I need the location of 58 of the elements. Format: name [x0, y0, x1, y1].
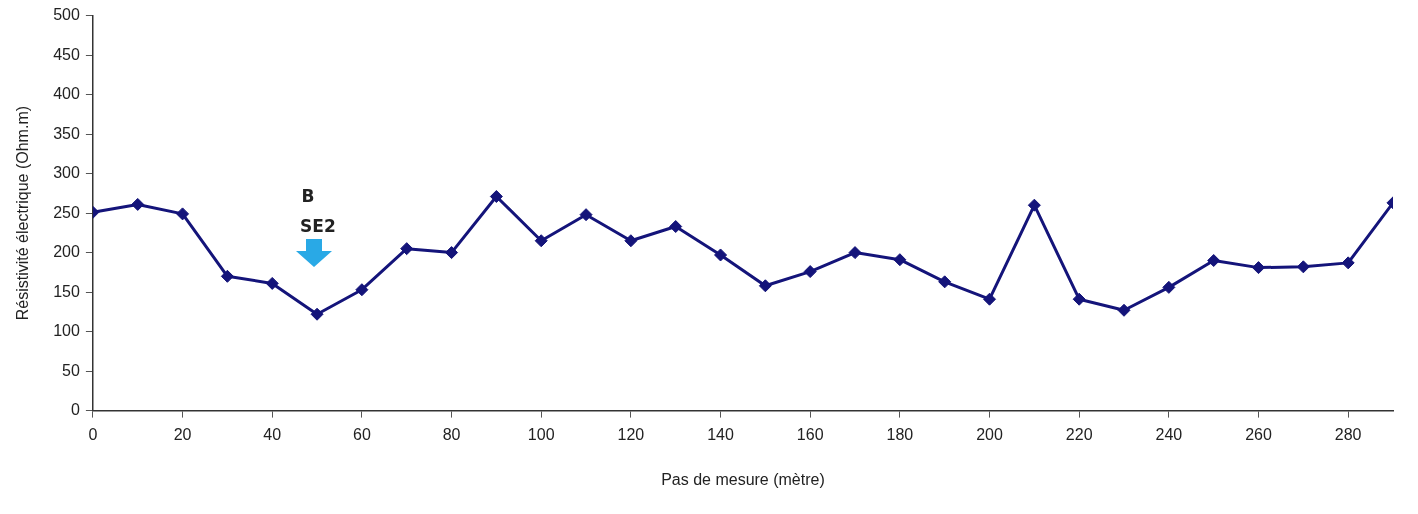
point: [445, 246, 459, 260]
point: [1252, 261, 1266, 275]
point: [848, 246, 862, 260]
point: [1207, 254, 1221, 267]
y-tick-label: 0: [70, 401, 80, 419]
annotation: SE2: [300, 215, 336, 236]
point: [714, 248, 728, 262]
y-tick-label: 50: [62, 361, 80, 379]
annotation: B: [301, 185, 315, 206]
point: [1027, 198, 1041, 212]
x-tick-label: 200: [976, 425, 1003, 443]
x-tick-label: 280: [1334, 425, 1362, 443]
x-tick-label: 160: [796, 425, 824, 443]
point: [938, 275, 952, 289]
point: [265, 276, 279, 290]
y-tick-label: 250: [53, 203, 80, 221]
point: [624, 234, 638, 248]
y-axis-title: Résistivité électrique (Ohm.m): [14, 105, 32, 321]
point: [1117, 303, 1131, 317]
point: [983, 292, 997, 306]
y-tick-label: 500: [53, 6, 80, 24]
x-tick-label: 120: [617, 425, 645, 443]
x-tick-label: 40: [263, 425, 282, 443]
point: [1072, 292, 1086, 306]
y-tick-label: 200: [53, 243, 80, 261]
point: [669, 220, 683, 234]
point: [220, 269, 234, 283]
y-tick-label: 100: [53, 322, 80, 340]
point: [534, 234, 548, 248]
x-tick-label: 220: [1065, 425, 1093, 443]
point: [1162, 280, 1176, 294]
y-tick-label: 400: [53, 85, 80, 103]
point: [400, 242, 414, 256]
point: [355, 283, 369, 297]
point: [758, 279, 772, 293]
point: [893, 253, 907, 267]
x-tick-label: 180: [886, 425, 914, 443]
x-tick-label: 60: [352, 425, 371, 443]
x-tick-label: 20: [173, 425, 192, 443]
x-axis-title: Pas de mesure (mètre): [661, 470, 825, 488]
x-tick-label: 140: [707, 425, 734, 443]
point: [579, 208, 593, 222]
x-tick-label: 80: [442, 425, 461, 443]
y-tick-label: 300: [53, 164, 80, 182]
x-tick-label: 240: [1155, 425, 1183, 443]
point: [131, 197, 145, 211]
y-tick-label: 350: [53, 124, 80, 142]
point: [176, 207, 190, 221]
point: [803, 265, 817, 279]
point: [1296, 260, 1310, 274]
x-tick-label: 0: [88, 425, 98, 443]
point: [489, 190, 503, 204]
x-tick-label: 100: [527, 425, 555, 443]
point: [310, 307, 324, 321]
point: [1341, 256, 1355, 270]
x-tick-label: 260: [1245, 425, 1272, 443]
y-tick-label: 150: [53, 282, 80, 300]
y-tick-label: 450: [53, 45, 80, 63]
